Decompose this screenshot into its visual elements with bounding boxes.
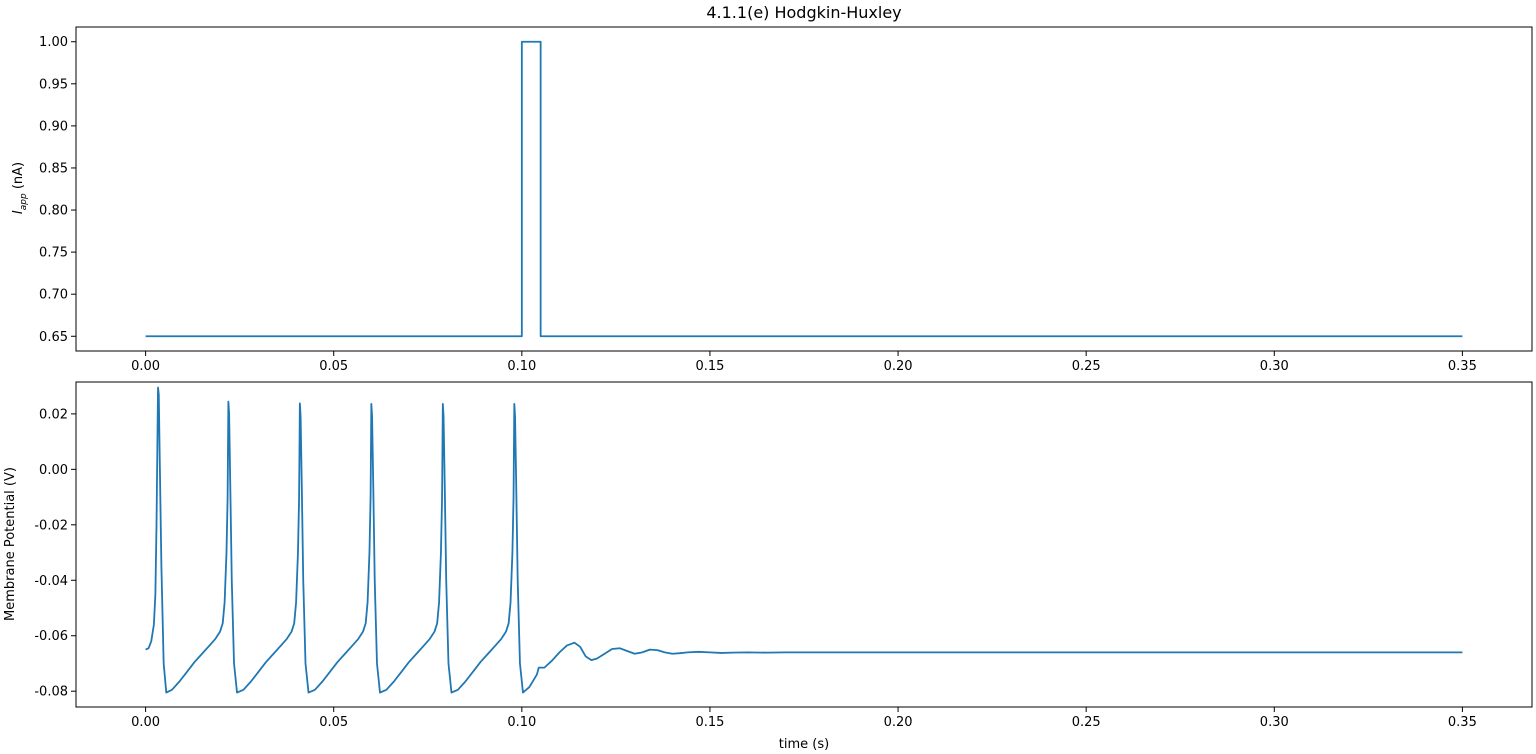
applied-current-plot-area: 0.00 0.05 0.10 0.15 0.20 0.25 0.30 0.35 0.65 0.70… [39,26,1533,374]
membrane-potential-plot-area: 0.00 0.05 0.10 0.15 0.20 0.25 0.30 0.35 -0.08 -0.… [34,381,1533,730]
applied-current-y-axis-label: Iapp (nA) [11,162,29,214]
membrane-potential-x-tick-label: 0.25 [1072,715,1101,730]
membrane-potential-y-tick-label: 0.00 [39,463,68,478]
applied-current-series-line [145,40,1463,338]
membrane-potential-series-line [145,386,1463,694]
time-x-axis-label: time (s) [779,737,829,752]
applied-current-y-tick-label: 0.65 [39,330,68,345]
applied-current-x-tick-label: 0.10 [507,359,536,374]
ylabel-unit: (nA) [11,162,26,193]
applied-current-x-tick-label: 0.15 [695,359,724,374]
applied-current-x-tick-label: 0.30 [1260,359,1289,374]
ylabel-subscript: app [19,193,29,210]
membrane-potential-x-tick-label: 0.00 [131,715,160,730]
applied-current-x-tick-label: 0.05 [319,359,348,374]
membrane-potential-y-tick-label: 0.02 [39,407,68,422]
applied-current-y-tick-label: 0.70 [39,288,68,303]
membrane-potential-y-axis-label: Membrane Potential (V) [3,467,18,621]
membrane-potential-y-tick-label: -0.08 [34,685,68,700]
chart-title: 4.1.1(e) Hodgkin-Huxley [706,3,901,22]
applied-current-x-tick-label: 0.25 [1072,359,1101,374]
applied-current-y-tick-label: 0.95 [39,77,68,92]
applied-current-x-tick-label: 0.35 [1448,359,1477,374]
applied-current-y-tick-label: 0.75 [39,246,68,261]
applied-current-x-tick-label: 0.20 [884,359,913,374]
applied-current-y-tick-label: 1.00 [39,35,68,50]
membrane-potential-y-tick-label: -0.02 [34,518,68,533]
membrane-potential-x-tick-label: 0.05 [319,715,348,730]
membrane-potential-axes-frame [75,381,1533,708]
membrane-potential-y-tick-label: -0.06 [34,629,68,644]
membrane-potential-x-tick-label: 0.15 [695,715,724,730]
applied-current-x-tick-label: 0.00 [131,359,160,374]
membrane-potential-y-tick-label: -0.04 [34,574,68,589]
membrane-potential-x-tick-label: 0.10 [507,715,536,730]
membrane-potential-panel: 0.00 0.05 0.10 0.15 0.20 0.25 0.30 0.35 -0.08 -0.… [3,381,1533,752]
applied-current-axes-frame [75,26,1533,352]
membrane-potential-x-tick-label: 0.30 [1260,715,1289,730]
membrane-potential-x-tick-label: 0.35 [1448,715,1477,730]
applied-current-y-tick-label: 0.80 [39,204,68,219]
ylabel-symbol: I [11,210,26,214]
membrane-potential-x-tick-label: 0.20 [884,715,913,730]
applied-current-y-tick-label: 0.85 [39,161,68,176]
applied-current-y-tick-label: 0.90 [39,119,68,134]
applied-current-panel: 4.1.1(e) Hodgkin-Huxley 0.00 0.05 0.10 0.15… [11,3,1533,374]
